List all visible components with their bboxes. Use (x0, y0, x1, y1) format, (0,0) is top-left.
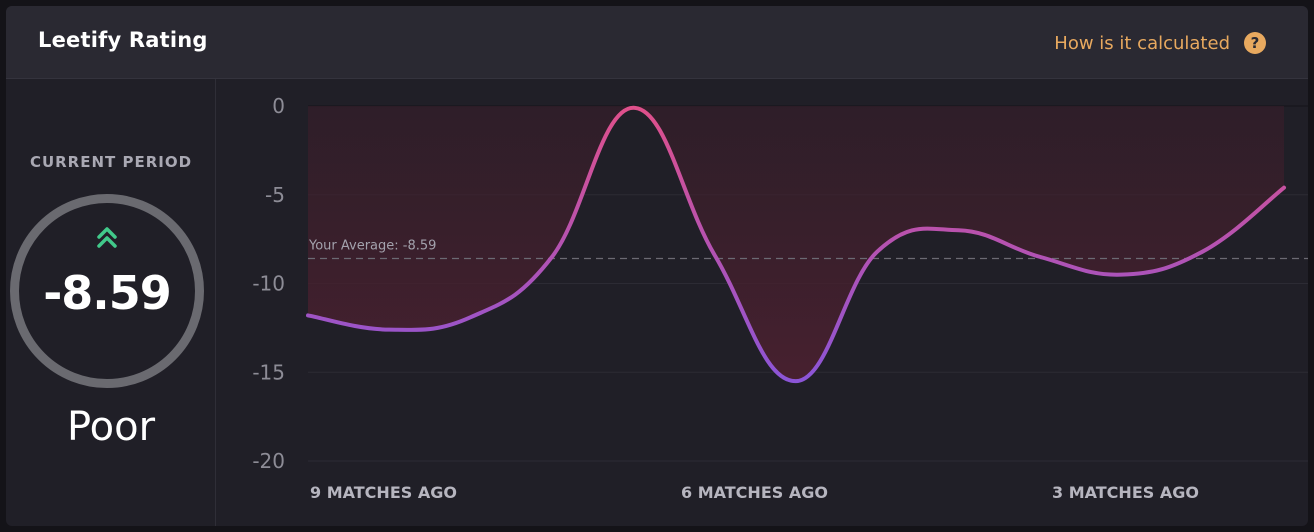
data-point (1038, 255, 1042, 259)
x-tick-label: 6 MATCHES AGO (681, 483, 828, 502)
x-tick-label: 9 MATCHES AGO (310, 483, 457, 502)
double-chevron-up-icon (97, 227, 117, 248)
data-point (1201, 250, 1205, 254)
data-point (631, 106, 635, 110)
data-point (550, 255, 554, 259)
y-tick-label: -20 (252, 449, 285, 473)
data-point (387, 328, 391, 332)
question-icon: ? (1244, 32, 1266, 54)
rating-chart: 0 -5 -10 -15 -20 Your Average: -8.59 9 MATCH… (252, 94, 1308, 502)
y-tick-label: -5 (265, 183, 285, 207)
rating-line (306, 105, 1286, 384)
current-period-label: CURRENT PERIOD (29, 153, 193, 171)
y-tick-label: 0 (272, 94, 285, 118)
y-tick-label: -15 (252, 360, 285, 384)
rating-grade: Poor (66, 404, 156, 450)
how-calculated-link[interactable]: How is it calculated ? (1054, 32, 1266, 54)
current-period-panel: CURRENT PERIOD -8.59 Poor (6, 79, 216, 526)
data-point (1119, 273, 1123, 277)
card-header: Leetify Rating How is it calculated ? (6, 6, 1308, 79)
y-axis: 0 -5 -10 -15 -20 (252, 94, 285, 473)
data-point (306, 313, 310, 317)
average-label: Your Average: -8.59 (308, 238, 436, 253)
card-title: Leetify Rating (38, 28, 208, 52)
data-point (469, 315, 473, 319)
data-point (957, 228, 961, 232)
y-tick-label: -10 (252, 272, 285, 296)
x-tick-label: 3 MATCHES AGO (1052, 483, 1199, 502)
leetify-rating-card: Leetify Rating How is it calculated ? CU… (6, 6, 1308, 526)
data-point (713, 253, 717, 257)
data-point (875, 250, 879, 254)
rating-ring (10, 194, 204, 388)
data-point (794, 379, 798, 383)
x-axis: 9 MATCHES AGO 6 MATCHES AGO 3 MATCHES AGO (310, 483, 1199, 502)
data-point (1282, 186, 1286, 190)
how-calculated-label: How is it calculated (1054, 32, 1230, 54)
rating-value: -8.59 (43, 266, 172, 320)
area-fill (308, 106, 1284, 382)
